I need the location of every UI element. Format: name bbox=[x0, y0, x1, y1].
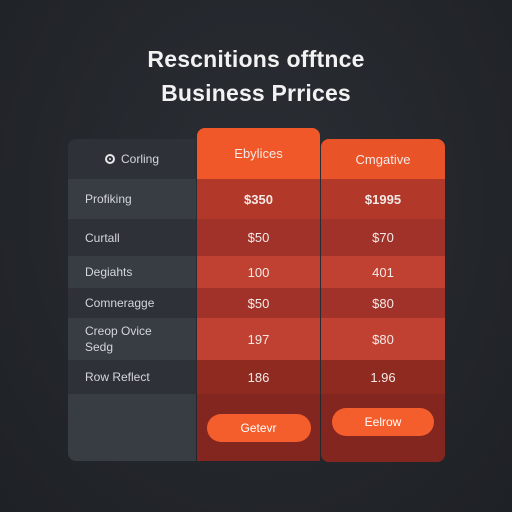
page-title-line-1: Resc​nitions offtnce bbox=[147, 46, 365, 72]
plan-1-cta-row: Getevr bbox=[197, 394, 320, 461]
plan-2-value: $80 bbox=[321, 318, 445, 360]
label-row: Degiahts bbox=[68, 256, 196, 288]
feature-label-column: Corling Profiking Curtall Degiahts Comne… bbox=[68, 139, 196, 461]
plan-2-value: 401 bbox=[321, 256, 445, 288]
plan-2-value: $70 bbox=[321, 219, 445, 256]
label-header-text: Corling bbox=[120, 152, 159, 166]
plan-column-1: Ebylices $350 $50 100 $50 197 186 Getevr bbox=[197, 128, 320, 461]
label-header: Corling bbox=[68, 139, 196, 179]
label-row: Row Reflect bbox=[85, 370, 150, 384]
label-row-multi: Creop Ovice Sedg bbox=[68, 318, 196, 360]
plan-1-value: $50 bbox=[197, 288, 320, 318]
plan-2-price: $1995 bbox=[321, 179, 445, 219]
plan-1-price: $350 bbox=[197, 179, 320, 219]
plan-2-cta-button[interactable]: Eelrow bbox=[332, 408, 434, 436]
page-title-line-2: Business Prrices bbox=[161, 80, 351, 106]
label-row: Profiking bbox=[68, 179, 196, 219]
plan-2-cta-row: Eelrow bbox=[321, 394, 445, 462]
plan-1-value: 197 bbox=[197, 318, 320, 360]
label-row: Curtall bbox=[85, 230, 120, 245]
plan-2-value: 1.96 bbox=[321, 360, 445, 394]
plan-1-value: 100 bbox=[197, 256, 320, 288]
plan-1-value: 186 bbox=[197, 360, 320, 394]
label-row-line: Sedg bbox=[85, 340, 114, 354]
plan-1-cta-button[interactable]: Getevr bbox=[206, 414, 311, 442]
plan-2-value: $80 bbox=[321, 288, 445, 318]
plan-2-name: Cmgative bbox=[321, 139, 445, 179]
gear-icon bbox=[104, 154, 115, 164]
label-row-line: Creop Ovice bbox=[85, 324, 152, 338]
plan-column-2: Cmgative $1995 $70 401 $80 $80 1.96 Eelr… bbox=[321, 139, 445, 462]
plan-1-name: Ebylices bbox=[197, 128, 320, 179]
plan-1-value: $50 bbox=[197, 219, 320, 256]
label-row-empty bbox=[68, 394, 196, 461]
label-row: Comneragge bbox=[85, 296, 155, 310]
